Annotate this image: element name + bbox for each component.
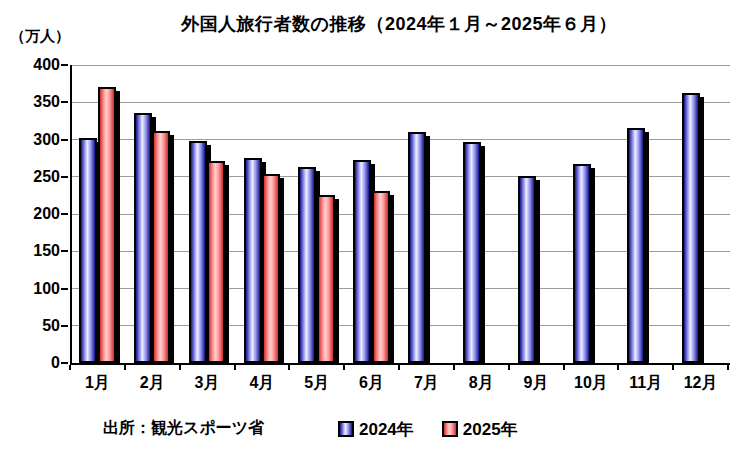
y-axis-label: 250 (14, 168, 60, 186)
bar-2024年-7月 (408, 132, 426, 363)
gridline (72, 102, 730, 103)
x-axis-label: 12月 (673, 373, 728, 394)
x-axis-tick (343, 365, 345, 370)
x-axis-tick (727, 365, 729, 370)
bar-2024年-1月 (79, 138, 97, 363)
x-axis-tick (288, 365, 290, 370)
x-axis-tick (453, 365, 455, 370)
bar-chart: （万人） 外国人旅行者数の推移（2024年１月～2025年６月） 0 50 100 1… (0, 0, 750, 459)
y-axis-tick (61, 139, 68, 141)
y-axis-tick (61, 213, 68, 215)
x-axis-tick (617, 365, 619, 370)
bar-2024年-12月 (682, 93, 700, 363)
x-axis-label: 9月 (509, 373, 564, 394)
bar-2025年-3月 (207, 161, 225, 363)
bar-2024年-10月 (573, 164, 591, 363)
bar-2024年-3月 (189, 141, 207, 363)
y-axis-tick (61, 176, 68, 178)
x-axis-label: 1月 (70, 373, 125, 394)
x-axis-label: 8月 (454, 373, 509, 394)
y-axis-tick (61, 288, 68, 290)
y-axis-tick (61, 250, 68, 252)
x-axis-label: 3月 (180, 373, 235, 394)
legend-label-2024: 2024年 (359, 418, 414, 441)
y-axis-tick (61, 64, 68, 66)
y-axis-label: 400 (14, 56, 60, 74)
legend-swatch-2024 (338, 421, 354, 437)
source-label: 出所：観光スポーツ省 (103, 418, 264, 439)
bar-2024年-2月 (134, 113, 152, 363)
y-axis-label: 350 (14, 93, 60, 111)
bar-2024年-4月 (244, 158, 262, 363)
bar-2025年-4月 (262, 174, 280, 363)
y-axis-label: 200 (14, 205, 60, 223)
chart-footer: 出所：観光スポーツ省 2024年 2025年 (0, 416, 750, 442)
bar-2024年-11月 (627, 128, 645, 363)
bar-2024年-6月 (353, 160, 371, 363)
legend-label-2025: 2025年 (463, 418, 518, 441)
y-axis-tick (61, 362, 68, 364)
plot-area (70, 65, 730, 365)
y-axis-tick (61, 101, 68, 103)
legend-item-2024: 2024年 (338, 418, 414, 441)
x-axis-tick (179, 365, 181, 370)
chart-title: 外国人旅行者数の推移（2024年１月～2025年６月） (70, 12, 728, 36)
y-axis-label: 300 (14, 131, 60, 149)
bar-2024年-8月 (463, 142, 481, 363)
bar-2025年-5月 (317, 195, 335, 363)
bar-2025年-1月 (98, 87, 116, 363)
x-axis-label: 4月 (235, 373, 290, 394)
x-axis-label: 5月 (289, 373, 344, 394)
legend: 2024年 2025年 (338, 416, 518, 442)
x-axis-tick (672, 365, 674, 370)
x-axis-label: 7月 (399, 373, 454, 394)
x-axis-tick (508, 365, 510, 370)
y-axis-label: 0 (14, 354, 60, 372)
gridline (72, 65, 730, 66)
bar-2025年-6月 (372, 191, 390, 363)
y-axis-label: 100 (14, 280, 60, 298)
x-axis-label: 11月 (618, 373, 673, 394)
y-axis-unit-label: （万人） (10, 27, 70, 46)
x-axis-tick (69, 365, 71, 370)
bar-2025年-2月 (152, 131, 170, 363)
x-axis-tick (563, 365, 565, 370)
y-axis-label: 50 (14, 317, 60, 335)
bar-2024年-9月 (518, 176, 536, 363)
y-axis-tick (61, 325, 68, 327)
y-axis-label: 150 (14, 242, 60, 260)
x-axis-label: 10月 (564, 373, 619, 394)
x-axis-tick (124, 365, 126, 370)
legend-swatch-2025 (442, 421, 458, 437)
x-axis-label: 2月 (125, 373, 180, 394)
x-axis-tick (234, 365, 236, 370)
legend-item-2025: 2025年 (442, 418, 518, 441)
bar-2024年-5月 (298, 167, 316, 363)
x-axis-tick (398, 365, 400, 370)
x-axis-label: 6月 (344, 373, 399, 394)
